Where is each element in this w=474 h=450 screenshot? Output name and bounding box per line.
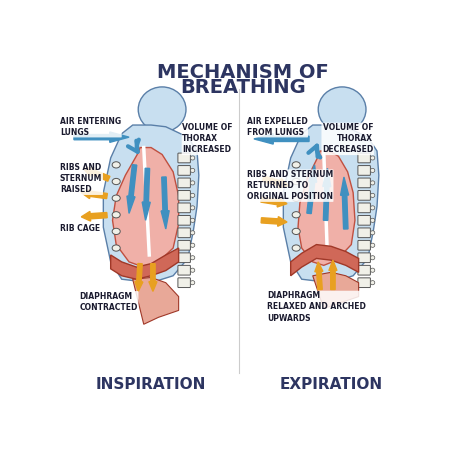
FancyBboxPatch shape [358,190,370,200]
FancyArrow shape [161,177,169,229]
Text: RIB CAGE: RIB CAGE [60,225,100,234]
FancyBboxPatch shape [358,153,370,163]
Circle shape [191,256,195,260]
FancyBboxPatch shape [358,228,370,238]
Text: EXPIRATION: EXPIRATION [280,378,383,392]
FancyBboxPatch shape [358,166,370,176]
Circle shape [191,281,195,285]
Polygon shape [110,248,179,279]
Ellipse shape [292,195,300,201]
Text: RIBS AND
STERNUM
RAISED: RIBS AND STERNUM RAISED [60,163,102,194]
FancyBboxPatch shape [178,190,191,200]
Circle shape [370,268,375,272]
Circle shape [370,156,375,160]
FancyArrow shape [127,165,137,213]
Text: RIBS AND STERNUM
RETURNED TO
ORIGINAL POSITION: RIBS AND STERNUM RETURNED TO ORIGINAL PO… [246,170,333,201]
Circle shape [191,231,195,235]
Ellipse shape [112,212,120,218]
FancyArrow shape [307,165,317,214]
Circle shape [191,243,195,248]
FancyBboxPatch shape [358,216,370,225]
Circle shape [370,181,375,185]
Ellipse shape [112,228,120,234]
Text: AIR ENTERING
LUNGS: AIR ENTERING LUNGS [60,117,121,137]
Text: AIR EXPELLED
FROM LUNGS: AIR EXPELLED FROM LUNGS [246,117,307,137]
FancyArrow shape [263,176,289,188]
Ellipse shape [112,245,120,251]
Circle shape [191,168,195,172]
Ellipse shape [292,178,300,184]
FancyBboxPatch shape [178,228,191,238]
FancyArrow shape [315,262,323,290]
Text: DIAPHRAGM
CONTRACTED: DIAPHRAGM CONTRACTED [80,292,138,312]
Circle shape [370,243,375,248]
FancyArrow shape [149,264,157,291]
Circle shape [370,218,375,222]
Circle shape [370,206,375,210]
Circle shape [191,156,195,160]
FancyBboxPatch shape [358,203,370,213]
FancyArrow shape [82,212,107,221]
FancyArrow shape [261,197,287,207]
Circle shape [370,281,375,285]
Ellipse shape [112,261,120,268]
FancyBboxPatch shape [358,278,370,288]
FancyArrow shape [142,168,150,220]
FancyArrow shape [329,260,337,290]
Circle shape [191,206,195,210]
Ellipse shape [112,195,120,201]
Ellipse shape [112,162,120,168]
FancyBboxPatch shape [358,266,370,275]
FancyBboxPatch shape [178,278,191,288]
Circle shape [191,218,195,222]
Circle shape [191,194,195,198]
Circle shape [191,181,195,185]
Ellipse shape [292,162,300,168]
Polygon shape [133,278,179,324]
FancyBboxPatch shape [178,216,191,225]
Circle shape [370,194,375,198]
Circle shape [370,168,375,172]
Circle shape [370,231,375,235]
Text: BREATHING: BREATHING [180,78,306,97]
FancyArrow shape [74,132,129,142]
FancyArrow shape [323,168,331,220]
FancyArrow shape [135,264,143,291]
FancyArrow shape [83,167,110,181]
Ellipse shape [112,178,120,184]
Polygon shape [112,148,179,267]
Text: MECHANISM OF: MECHANISM OF [157,63,329,81]
FancyArrow shape [82,189,108,198]
Polygon shape [103,125,199,283]
Text: VOLUME OF
THORAX
INCREASED: VOLUME OF THORAX INCREASED [182,123,233,154]
Ellipse shape [292,245,300,251]
Polygon shape [313,272,359,309]
Circle shape [370,256,375,260]
Ellipse shape [292,212,300,218]
FancyArrow shape [254,134,309,144]
FancyBboxPatch shape [178,240,191,250]
Text: DIAPHRAGM
RELAXED AND ARCHED
UPWARDS: DIAPHRAGM RELAXED AND ARCHED UPWARDS [267,291,365,323]
FancyBboxPatch shape [178,166,191,176]
FancyBboxPatch shape [178,178,191,188]
Circle shape [138,87,186,132]
FancyArrow shape [340,177,349,229]
Polygon shape [291,245,359,276]
Text: VOLUME OF
THORAX
DECREASED: VOLUME OF THORAX DECREASED [322,123,374,154]
Circle shape [191,268,195,272]
FancyBboxPatch shape [178,253,191,263]
FancyBboxPatch shape [358,178,370,188]
Circle shape [318,87,366,132]
Polygon shape [298,151,355,266]
FancyBboxPatch shape [178,153,191,163]
FancyBboxPatch shape [358,240,370,250]
Ellipse shape [292,261,300,268]
FancyBboxPatch shape [178,266,191,275]
Ellipse shape [292,228,300,234]
FancyBboxPatch shape [358,253,370,263]
FancyBboxPatch shape [178,203,191,213]
Text: INSPIRATION: INSPIRATION [96,378,206,392]
FancyArrow shape [261,216,287,226]
Polygon shape [283,125,379,283]
